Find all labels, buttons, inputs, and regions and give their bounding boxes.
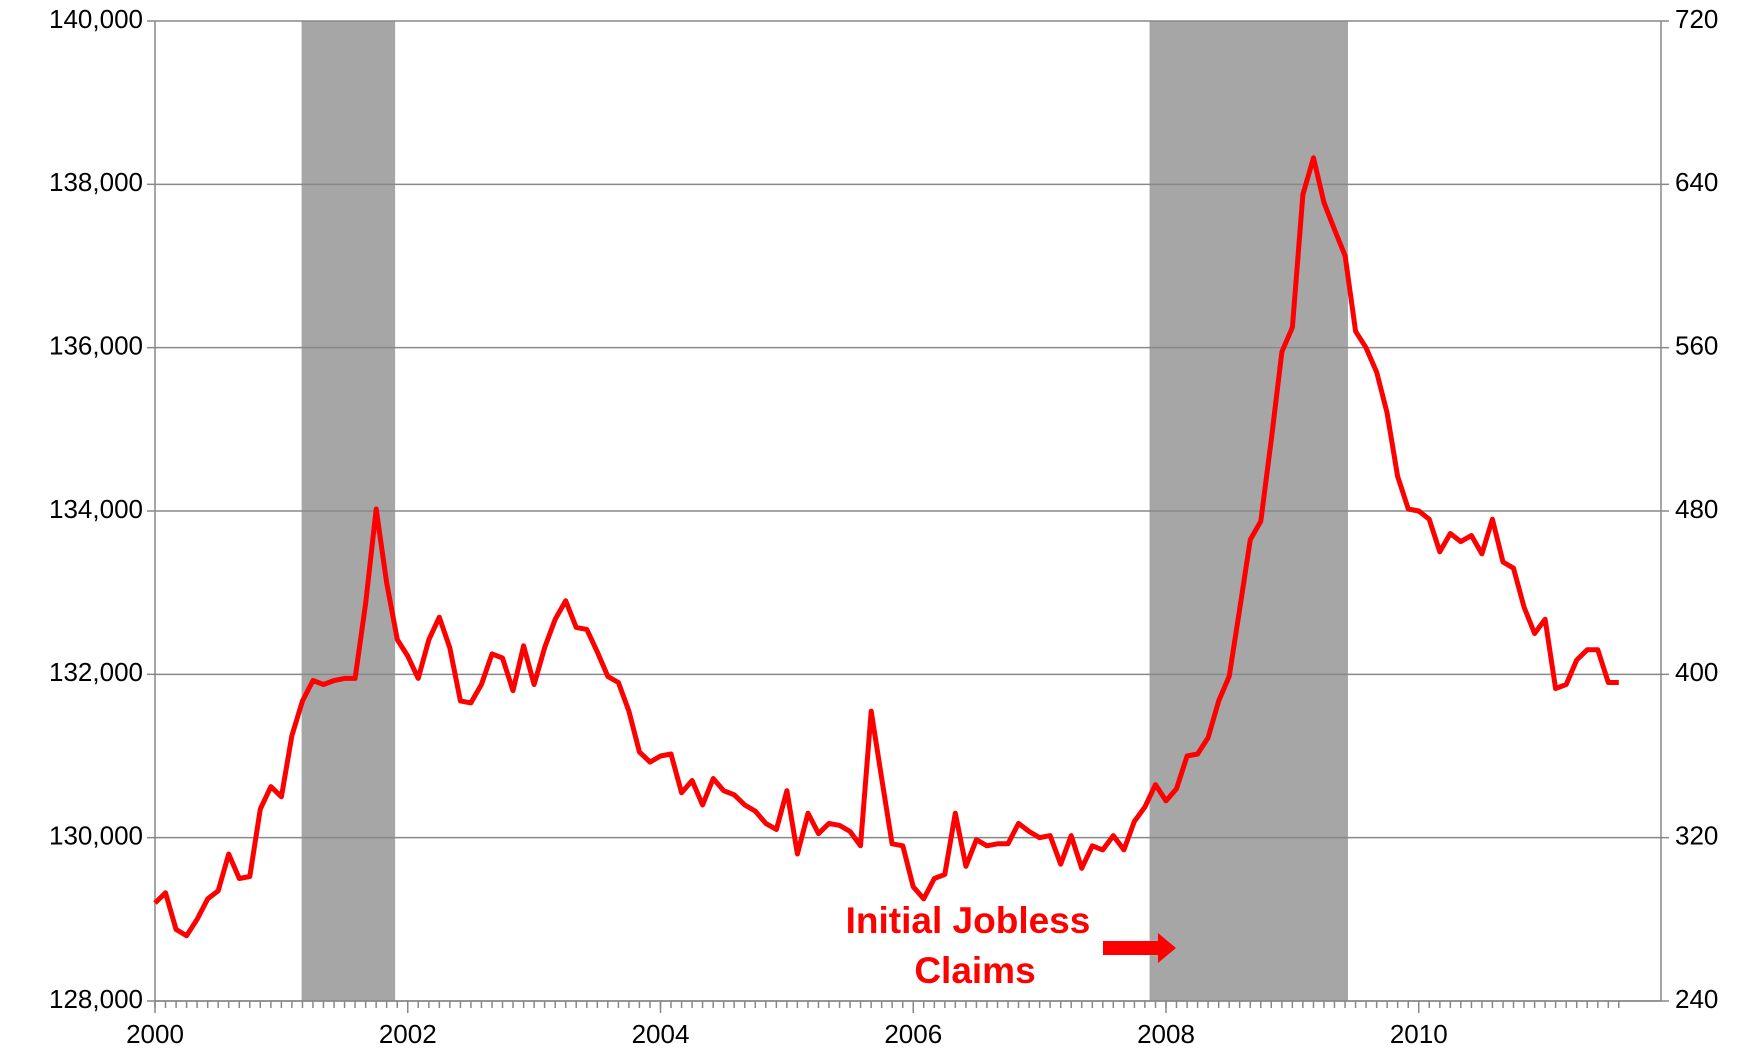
- y-tick-label: 128,000: [49, 984, 143, 1014]
- y-tick-label: 136,000: [49, 331, 143, 361]
- y2-tick-label: 720: [1675, 4, 1718, 34]
- y-tick-label: 130,000: [49, 821, 143, 851]
- x-tick-label: 2004: [632, 1019, 690, 1049]
- annotation: Initial Jobless: [846, 900, 1091, 941]
- y2-tick-label: 640: [1675, 167, 1718, 197]
- annotation-arrow: [1103, 933, 1176, 963]
- annotation: Claims: [914, 950, 1035, 991]
- x-tick-label: 2006: [884, 1019, 942, 1049]
- x-tick-label: 2010: [1390, 1019, 1448, 1049]
- x-tick-label: 2000: [126, 1019, 184, 1049]
- y-tick-label: 138,000: [49, 167, 143, 197]
- y2-tick-label: 480: [1675, 494, 1718, 524]
- y-tick-label: 132,000: [49, 657, 143, 687]
- y-tick-label: 140,000: [49, 4, 143, 34]
- x-tick-label: 2008: [1137, 1019, 1195, 1049]
- y-tick-label: 134,000: [49, 494, 143, 524]
- y2-tick-label: 240: [1675, 984, 1718, 1014]
- claims-line: [153, 155, 1619, 939]
- y2-tick-label: 320: [1675, 821, 1718, 851]
- y2-tick-label: 400: [1675, 657, 1718, 687]
- x-tick-label: 2002: [379, 1019, 437, 1049]
- y2-tick-label: 560: [1675, 331, 1718, 361]
